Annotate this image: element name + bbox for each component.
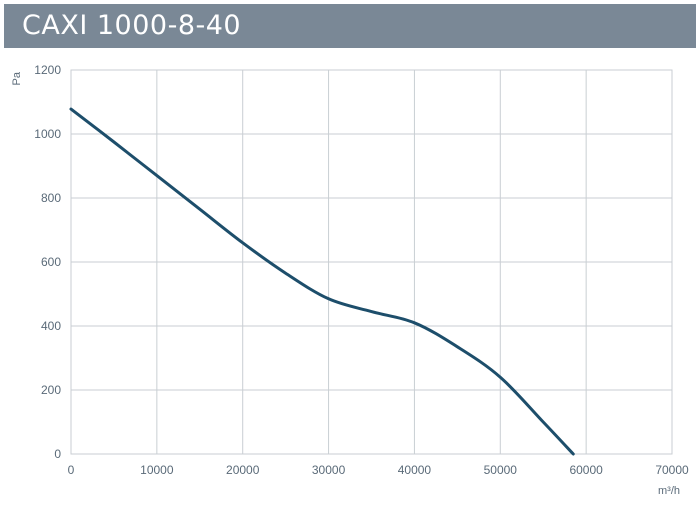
y-axis-label: Pa xyxy=(11,71,23,85)
chart-title: CAXI 1000-8-40 xyxy=(22,10,242,41)
x-tick-label: 20000 xyxy=(226,463,260,477)
x-tick-label: 70000 xyxy=(655,463,689,477)
grid-lines xyxy=(70,69,673,455)
y-tick-label: 600 xyxy=(41,255,61,269)
y-tick-label: 1000 xyxy=(34,127,61,141)
y-tick-label: 1200 xyxy=(34,63,61,77)
x-axis-ticks: 0 10000 20000 30000 40000 50000 60000 70000 xyxy=(68,463,689,477)
x-tick-label: 10000 xyxy=(140,463,174,477)
y-axis-ticks: 0 200 400 600 800 1000 1200 xyxy=(34,63,61,461)
x-axis-label: m³/h xyxy=(658,485,680,497)
title-bar: CAXI 1000-8-40 xyxy=(4,4,696,48)
x-tick-label: 60000 xyxy=(569,463,603,477)
x-tick-label: 50000 xyxy=(484,463,518,477)
y-tick-label: 0 xyxy=(54,447,61,461)
y-tick-label: 800 xyxy=(41,191,61,205)
y-tick-label: 200 xyxy=(41,383,61,397)
x-tick-label: 0 xyxy=(68,463,75,477)
series-line xyxy=(69,107,575,456)
y-tick-label: 400 xyxy=(41,319,61,333)
x-tick-label: 30000 xyxy=(312,463,346,477)
x-tick-label: 40000 xyxy=(398,463,432,477)
